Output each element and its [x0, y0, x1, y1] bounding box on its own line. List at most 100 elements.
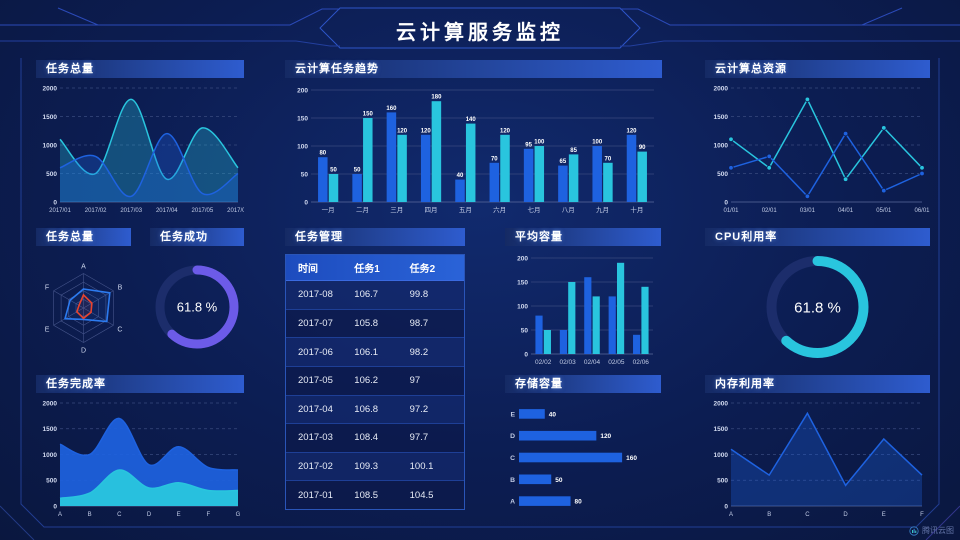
svg-text:50: 50 [555, 477, 563, 484]
svg-text:150: 150 [517, 279, 528, 286]
watermark-text: 腾讯云图 [922, 526, 954, 535]
svg-text:A: A [81, 263, 86, 270]
svg-text:80: 80 [319, 151, 326, 157]
panel-memory-usage-title: 内存利用率 [705, 375, 930, 393]
svg-text:E: E [510, 411, 515, 418]
svg-text:02/04: 02/04 [584, 359, 601, 366]
svg-text:0: 0 [304, 199, 308, 206]
panel-avg-capacity-title: 平均容量 [505, 228, 661, 246]
table-cell: 104.5 [409, 489, 434, 501]
table-cell: 2017-03 [298, 432, 333, 444]
panel-storage-capacity: 存储容量 E 40 D 120 C 160 B 50 A 80 [505, 375, 661, 520]
svg-text:40: 40 [549, 411, 557, 418]
task-trend-bar-chart: 0 50 100 150 200 一月 二月 三月 四月 五月 六月 七月 八月 九月 十月 80 50 160 1… [285, 78, 662, 221]
svg-text:2000: 2000 [714, 85, 729, 92]
svg-text:七月: 七月 [527, 205, 540, 214]
svg-text:E: E [177, 512, 181, 518]
table-header-cell: 任务1 [354, 264, 380, 275]
svg-text:1000: 1000 [714, 142, 729, 149]
svg-text:2000: 2000 [714, 400, 729, 407]
page-title: 云计算服务监控 [396, 22, 564, 44]
panel-completion-rate-title: 任务完成率 [36, 375, 244, 393]
svg-text:65: 65 [560, 159, 567, 165]
svg-text:C: C [510, 455, 515, 462]
svg-text:50: 50 [330, 168, 337, 174]
table-cell: 2017-08 [298, 289, 333, 301]
svg-text:F: F [45, 284, 49, 291]
svg-text:85: 85 [570, 148, 577, 154]
svg-text:A: A [58, 512, 62, 518]
svg-text:80: 80 [575, 499, 583, 506]
svg-text:六月: 六月 [493, 205, 506, 214]
svg-text:500: 500 [46, 478, 57, 485]
svg-text:0: 0 [53, 199, 57, 206]
svg-text:C: C [117, 512, 122, 518]
table-row: 2017-02 109.3 100.1 [286, 452, 464, 482]
svg-text:160: 160 [626, 455, 637, 462]
svg-text:100: 100 [517, 303, 528, 310]
panel-task-management-title: 任务管理 [285, 228, 465, 246]
svg-text:2000: 2000 [43, 400, 58, 407]
table-cell: 98.2 [409, 346, 429, 358]
svg-text:90: 90 [639, 145, 646, 151]
svg-text:2017/06: 2017/06 [227, 208, 244, 214]
tasks-total-area-chart: 0 500 1000 1500 2000 2017/01 2017/02 2017/03 201… [36, 78, 250, 221]
svg-text:五月: 五月 [459, 206, 472, 214]
table-cell: 2017-05 [298, 375, 333, 387]
table-cell: 2017-06 [298, 346, 333, 358]
svg-text:120: 120 [600, 433, 611, 440]
svg-text:70: 70 [605, 156, 612, 162]
table-cell: 97 [409, 375, 421, 387]
svg-text:160: 160 [386, 106, 397, 112]
avg-capacity-bar-chart: 0 50 100 150 200 02/02 02/03 02/04 02/05 02/06 [505, 246, 661, 373]
svg-text:50: 50 [521, 327, 529, 334]
task-table: 时间 任务1 任务2 2017-08 106.7 99.8 2017-07 105.8 98.… [285, 254, 465, 510]
table-cell: 99.8 [409, 289, 429, 301]
svg-text:1500: 1500 [714, 426, 729, 433]
svg-text:70: 70 [491, 156, 498, 162]
svg-text:F: F [920, 512, 924, 518]
panel-cpu-usage: CPU利用率 61.8 % [705, 228, 930, 368]
table-cell: 2017-04 [298, 403, 333, 415]
panel-cloud-resources: 云计算总资源 0 500 1000 1500 2000 01/01 02/01 03/01 04… [705, 60, 930, 216]
svg-text:1000: 1000 [714, 452, 729, 459]
svg-text:F: F [206, 512, 210, 518]
tasks-radar-chart: A B C D E F [36, 246, 131, 373]
table-row: 2017-06 106.1 98.2 [286, 338, 464, 367]
watermark-logo-icon [909, 525, 919, 536]
svg-text:十月: 十月 [630, 205, 643, 214]
table-cell: 2017-07 [298, 317, 333, 329]
panel-cloud-resources-title: 云计算总资源 [705, 60, 930, 78]
svg-text:九月: 九月 [596, 205, 609, 214]
table-cell: 2017-01 [298, 489, 333, 501]
svg-text:G: G [236, 512, 241, 518]
completion-area-chart: 0 500 1000 1500 2000 A B C D E F G [36, 393, 244, 525]
storage-hbar-chart: E 40 D 120 C 160 B 50 A 80 [505, 393, 661, 525]
svg-text:1500: 1500 [43, 426, 58, 433]
svg-text:B: B [510, 477, 515, 484]
svg-text:61.8 %: 61.8 % [794, 299, 841, 316]
svg-text:95: 95 [525, 142, 532, 148]
svg-text:1000: 1000 [43, 142, 58, 149]
table-body: 2017-08 106.7 99.8 2017-07 105.8 98.7 2017-06 1… [286, 281, 464, 509]
svg-text:06/01: 06/01 [914, 208, 930, 214]
cpu-donut-chart: 61.8 % [705, 246, 930, 373]
panel-task-trend: 云计算任务趋势 0 50 100 150 200 一月 二月 三月 四月 五月 六月 七月 八月 九月 十月… [285, 60, 662, 216]
svg-text:八月: 八月 [562, 206, 575, 214]
svg-text:02/06: 02/06 [633, 359, 650, 366]
table-cell: 108.5 [354, 489, 379, 501]
svg-text:500: 500 [717, 478, 728, 485]
svg-text:0: 0 [53, 503, 57, 510]
table-cell: 106.2 [354, 375, 379, 387]
svg-text:61.8 %: 61.8 % [177, 300, 218, 315]
table-row: 2017-01 108.5 104.5 [286, 481, 464, 509]
table-row: 2017-03 108.4 97.7 [286, 424, 464, 453]
svg-text:2017/05: 2017/05 [192, 208, 214, 214]
svg-text:180: 180 [431, 95, 442, 101]
panel-storage-capacity-title: 存储容量 [505, 375, 661, 393]
svg-text:02/01: 02/01 [762, 208, 778, 214]
svg-text:200: 200 [297, 87, 308, 94]
svg-text:1000: 1000 [43, 452, 58, 459]
svg-text:D: D [147, 512, 152, 518]
table-cell: 108.4 [354, 432, 379, 444]
